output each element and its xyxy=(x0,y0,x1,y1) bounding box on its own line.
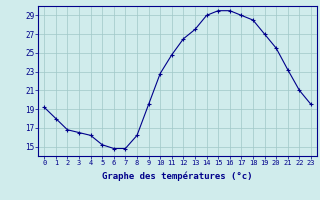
X-axis label: Graphe des températures (°c): Graphe des températures (°c) xyxy=(102,172,253,181)
